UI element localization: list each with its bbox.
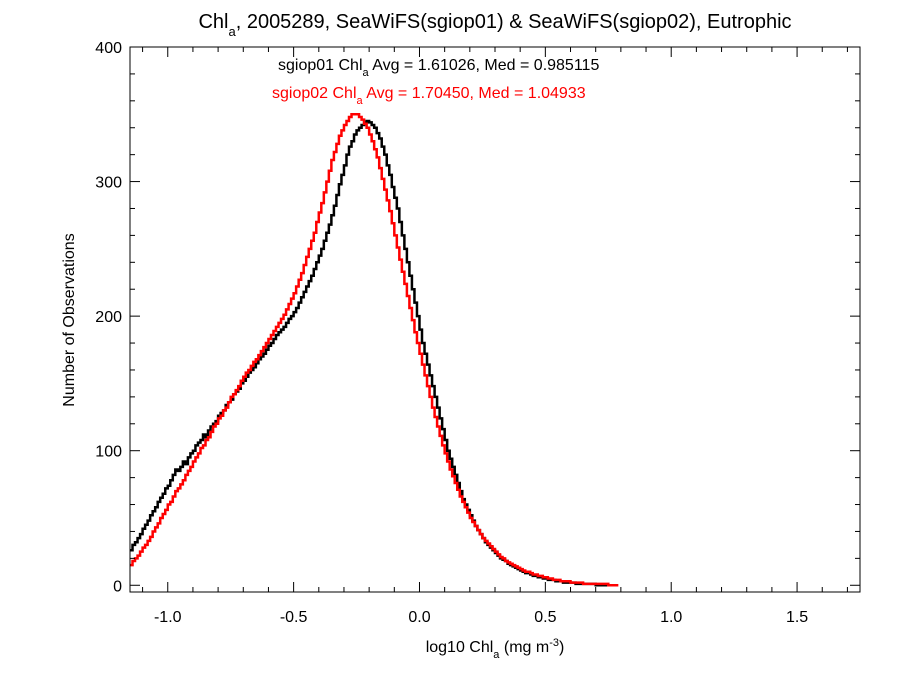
y-tick-label: 300 [95,175,122,192]
y-axis-label: Number of Observations [61,233,78,406]
x-tick-label: 0.5 [534,609,556,626]
series-line-sgiop02 [130,113,619,587]
x-tick-label: -0.5 [280,609,308,626]
y-tick-label: 100 [95,444,122,461]
y-tick-label: 200 [95,309,122,326]
x-axis-label: log10 Chla (mg m-3) [426,637,565,661]
x-tick-label: -1.0 [154,609,182,626]
series-layer [130,113,619,587]
stats-sgiop01: sgiop01 Chla Avg = 1.61026, Med = 0.9851… [278,57,599,79]
x-tick-label: 0.0 [408,609,430,626]
y-tick-label: 400 [95,40,122,57]
tick-layer: -1.0 -0.5 0.0 0.5 1.0 1.5 0 100 200 300 400 [95,40,860,626]
y-tick-label: 0 [113,578,122,595]
stats-sgiop02: sgiop02 Chla Avg = 1.70450, Med = 1.0493… [272,85,586,107]
x-tick-label: 1.0 [660,609,682,626]
chart-title: Chla, 2005289, SeaWiFS(sgiop01) & SeaWiF… [198,11,791,39]
x-tick-label: 1.5 [786,609,808,626]
